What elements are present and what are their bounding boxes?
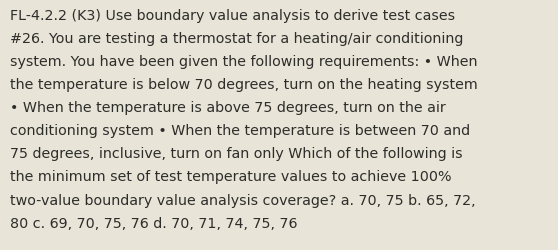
- Text: conditioning system • When the temperature is between 70 and: conditioning system • When the temperatu…: [10, 124, 470, 138]
- Text: the minimum set of test temperature values to achieve 100%: the minimum set of test temperature valu…: [10, 170, 451, 184]
- Text: • When the temperature is above 75 degrees, turn on the air: • When the temperature is above 75 degre…: [10, 101, 446, 115]
- Text: system. You have been given the following requirements: • When: system. You have been given the followin…: [10, 55, 478, 69]
- Text: #26. You are testing a thermostat for a heating/air conditioning: #26. You are testing a thermostat for a …: [10, 32, 463, 46]
- Text: 80 c. 69, 70, 75, 76 d. 70, 71, 74, 75, 76: 80 c. 69, 70, 75, 76 d. 70, 71, 74, 75, …: [10, 216, 297, 230]
- Text: FL-4.2.2 (K3) Use boundary value analysis to derive test cases: FL-4.2.2 (K3) Use boundary value analysi…: [10, 9, 455, 23]
- Text: the temperature is below 70 degrees, turn on the heating system: the temperature is below 70 degrees, tur…: [10, 78, 478, 92]
- Text: 75 degrees, inclusive, turn on fan only Which of the following is: 75 degrees, inclusive, turn on fan only …: [10, 147, 463, 161]
- Text: two-value boundary value analysis coverage? a. 70, 75 b. 65, 72,: two-value boundary value analysis covera…: [10, 193, 475, 207]
